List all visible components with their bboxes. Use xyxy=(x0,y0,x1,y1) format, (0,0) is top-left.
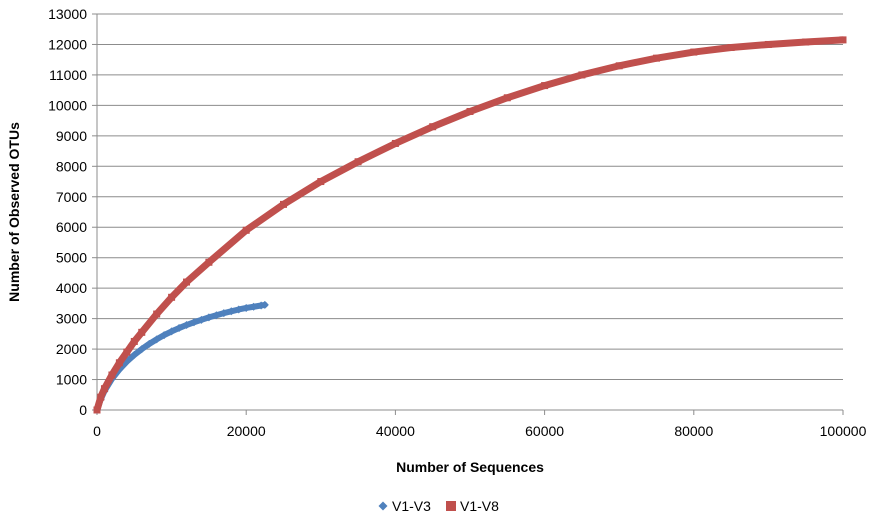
data-point xyxy=(204,313,213,322)
data-point xyxy=(138,328,146,336)
data-point xyxy=(503,94,511,102)
x-tick-label: 0 xyxy=(93,423,101,439)
x-tick-label: 20000 xyxy=(227,423,266,439)
series-v1-v8 xyxy=(93,36,847,414)
data-point xyxy=(242,226,250,234)
y-tick-label: 11000 xyxy=(49,67,87,83)
data-point xyxy=(212,311,221,320)
y-tick-label: 1000 xyxy=(56,372,87,388)
data-point xyxy=(578,71,586,79)
data-point xyxy=(280,200,287,208)
series-layer xyxy=(93,36,847,414)
data-point xyxy=(354,158,362,166)
data-point xyxy=(197,315,206,324)
data-point xyxy=(219,309,228,318)
data-point xyxy=(227,307,236,316)
x-tick-label: 60000 xyxy=(525,423,564,439)
data-point xyxy=(115,359,123,367)
data-point xyxy=(839,36,847,44)
axes xyxy=(92,13,844,415)
data-point xyxy=(167,327,176,336)
y-tick-label: 8000 xyxy=(56,158,87,174)
data-point xyxy=(234,305,243,314)
data-point xyxy=(160,331,169,340)
data-point xyxy=(183,278,191,286)
data-point xyxy=(145,339,154,348)
data-point xyxy=(249,302,258,311)
gridlines xyxy=(97,13,843,381)
data-point xyxy=(100,385,108,393)
y-tick-label: 9000 xyxy=(56,128,87,144)
legend-square-marker xyxy=(446,501,456,511)
legend-label: V1-V3 xyxy=(392,498,431,514)
data-point xyxy=(466,107,474,115)
data-point xyxy=(615,62,623,70)
y-tick-label: 7000 xyxy=(56,189,87,205)
data-point xyxy=(189,318,198,327)
y-tick-label: 13000 xyxy=(48,6,87,22)
data-point xyxy=(168,293,176,301)
data-point xyxy=(130,350,139,359)
y-tick-label: 2000 xyxy=(56,341,87,357)
legend: V1-V3 V1-V8 xyxy=(378,498,499,514)
data-point xyxy=(123,348,131,356)
y-tick-label: 0 xyxy=(79,402,87,418)
data-point xyxy=(182,321,191,330)
data-point xyxy=(205,258,213,266)
x-axis-title: Number of Sequences xyxy=(396,459,544,475)
data-point xyxy=(93,406,101,414)
data-point xyxy=(727,44,735,52)
data-point xyxy=(541,82,549,90)
data-point xyxy=(130,337,138,345)
data-point xyxy=(97,393,105,401)
y-tick-label: 6000 xyxy=(56,219,87,235)
y-tick-label: 4000 xyxy=(56,280,87,296)
data-point xyxy=(391,139,399,147)
data-point xyxy=(317,178,325,186)
data-point xyxy=(260,300,269,309)
y-tick-label: 12000 xyxy=(48,36,87,52)
x-tick-label: 100000 xyxy=(820,423,867,439)
data-point xyxy=(242,303,251,312)
y-tick-labels: 0 1000 2000 3000 4000 5000 6000 7000 8000 9000 100… xyxy=(48,6,87,418)
data-point xyxy=(802,38,810,46)
data-point xyxy=(152,335,161,344)
legend-item-v1-v3: V1-V3 xyxy=(378,498,431,514)
data-point xyxy=(429,123,437,131)
data-point xyxy=(137,345,146,354)
data-point xyxy=(653,54,660,62)
legend-diamond-marker xyxy=(378,501,388,511)
data-point xyxy=(175,324,184,333)
y-axis-title: Number of Observed OTUs xyxy=(6,122,22,302)
data-point xyxy=(764,40,772,48)
data-point xyxy=(153,310,161,318)
x-tick-labels: 0 20000 40000 60000 80000 100000 xyxy=(93,423,866,439)
y-tick-label: 5000 xyxy=(56,250,87,266)
x-tick-label: 40000 xyxy=(376,423,415,439)
y-tick-label: 10000 xyxy=(48,97,87,113)
data-point xyxy=(108,371,116,379)
legend-item-v1-v8: V1-V8 xyxy=(446,498,499,514)
legend-label: V1-V8 xyxy=(460,498,499,514)
data-point xyxy=(690,48,698,56)
y-tick-label: 3000 xyxy=(56,311,87,327)
series-line xyxy=(93,36,847,414)
x-tick-label: 80000 xyxy=(674,423,713,439)
